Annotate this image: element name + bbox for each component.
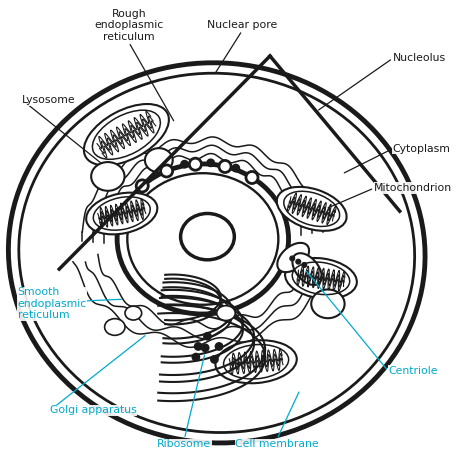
Circle shape [302,262,307,267]
Text: Ribosome: Ribosome [157,439,211,449]
Circle shape [201,344,209,352]
Ellipse shape [277,187,346,231]
Ellipse shape [125,306,142,320]
Circle shape [232,164,239,172]
Ellipse shape [216,340,297,383]
Ellipse shape [9,63,425,443]
Circle shape [136,180,148,192]
Ellipse shape [117,164,289,314]
Text: Nuclear pore: Nuclear pore [207,20,277,31]
Ellipse shape [181,213,234,260]
Circle shape [219,160,231,172]
Text: Mitochondrion: Mitochondrion [374,183,452,193]
Ellipse shape [292,253,322,285]
Text: Rough
endoplasmic
reticulum: Rough endoplasmic reticulum [94,9,164,42]
Text: Nucleolus: Nucleolus [393,53,446,63]
Circle shape [296,259,301,264]
Text: Centriole: Centriole [388,366,438,376]
Text: Cell membrane: Cell membrane [235,439,319,449]
Ellipse shape [86,193,157,235]
Ellipse shape [105,319,125,335]
Text: Lysosome: Lysosome [22,95,76,105]
Circle shape [161,165,173,177]
Ellipse shape [285,258,357,299]
Text: Golgi apparatus: Golgi apparatus [50,405,137,415]
Circle shape [204,333,211,340]
Ellipse shape [217,306,235,320]
Ellipse shape [277,243,309,272]
Circle shape [194,343,202,350]
Circle shape [246,171,258,184]
Circle shape [207,159,214,167]
Circle shape [211,356,218,363]
Circle shape [290,256,294,261]
Circle shape [215,343,223,350]
Text: Smooth
endoplasmic
reticulum: Smooth endoplasmic reticulum [18,287,87,320]
Ellipse shape [145,148,173,172]
Circle shape [192,354,200,361]
Ellipse shape [311,289,345,318]
Ellipse shape [91,162,125,191]
Circle shape [181,160,188,168]
Ellipse shape [84,104,169,166]
Text: Cytoplasm: Cytoplasm [393,143,451,153]
Circle shape [189,158,201,170]
